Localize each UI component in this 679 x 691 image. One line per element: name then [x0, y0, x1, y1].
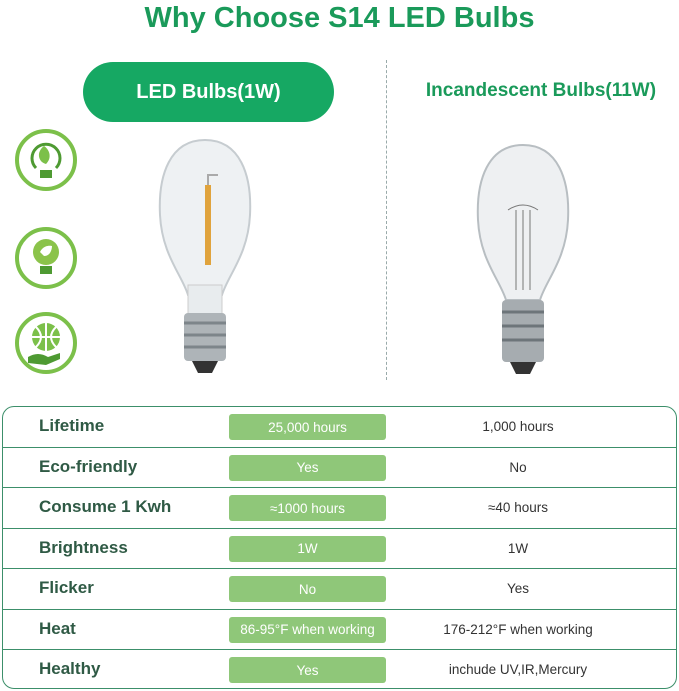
led-bulbs-header: LED Bulbs(1W)	[83, 62, 334, 122]
led-value: 1W	[229, 535, 386, 562]
eco-plug-icon	[15, 129, 77, 191]
incandescent-value: 176-212°F when working	[443, 621, 593, 637]
eco-bulb-icon	[15, 227, 77, 289]
led-value: 86-95°F when working	[229, 616, 386, 643]
row-label: Brightness	[39, 537, 128, 557]
row-label: Consume 1 Kwh	[39, 497, 172, 516]
row-label: Eco-friendly	[39, 456, 138, 476]
row-label: Heat	[39, 618, 76, 638]
incandescent-value: 1W	[507, 540, 529, 556]
incandescent-bulbs-header: Incandescent Bulbs(11W)	[425, 80, 657, 101]
row-label: Healthy	[39, 659, 101, 678]
globe-hand-icon	[15, 312, 77, 374]
incandescent-value: inchude UV,IR,Mercury	[448, 662, 588, 677]
column-divider	[386, 60, 387, 380]
row-label: Lifetime	[39, 416, 105, 435]
table-row: Consume 1 Kwh ≈1000 hours ≈40 hours	[3, 488, 676, 529]
led-value: 25,000 hours	[229, 414, 386, 440]
incandescent-bulb-image	[476, 143, 570, 374]
led-value: Yes	[229, 657, 386, 683]
led-value: No	[229, 576, 386, 602]
table-row: Eco-friendly Yes No	[3, 448, 676, 488]
led-value: ≈1000 hours	[229, 495, 386, 521]
page-title: Why Choose S14 LED Bulbs	[144, 2, 535, 34]
table-row: Flicker No Yes	[3, 569, 676, 610]
incandescent-value: ≈40 hours	[488, 500, 548, 515]
led-bulb-image	[158, 138, 252, 373]
incandescent-value: No	[509, 459, 527, 475]
row-label: Flicker	[39, 578, 94, 597]
incandescent-value: Yes	[506, 581, 530, 596]
incandescent-value: 1,000 hours	[482, 419, 554, 434]
comparison-table: Lifetime 25,000 hours 1,000 hours Eco-frie…	[2, 406, 677, 689]
table-row: Lifetime 25,000 hours 1,000 hours	[3, 407, 676, 448]
table-row: Heat 86-95°F when working 176-212°F when w…	[3, 610, 676, 650]
table-row: Brightness 1W 1W	[3, 529, 676, 569]
table-row: Healthy Yes inchude UV,IR,Mercury	[3, 650, 676, 688]
led-value: Yes	[229, 454, 386, 481]
